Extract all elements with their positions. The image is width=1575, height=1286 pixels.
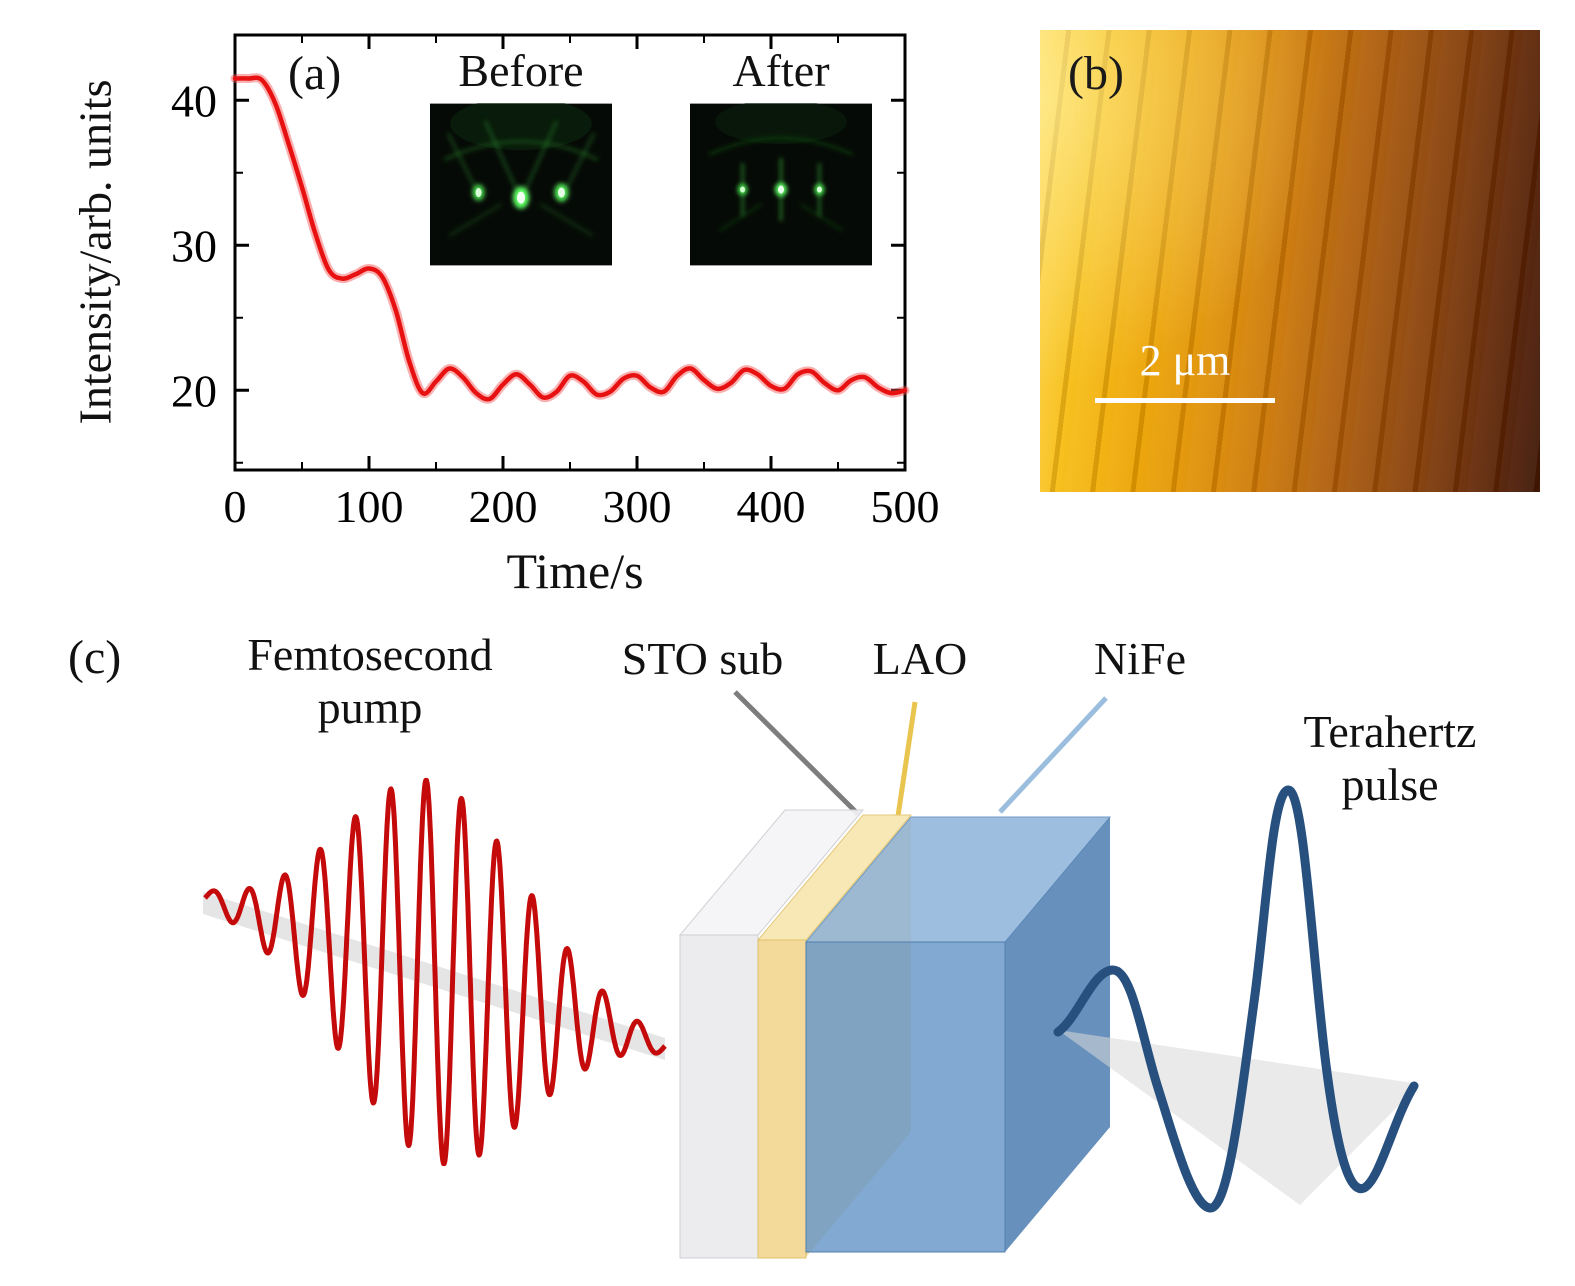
- x-axis-tick-label: 400: [737, 481, 806, 532]
- x-axis-tick-label: 500: [871, 481, 940, 532]
- rheed-after-image: [690, 103, 872, 266]
- inset-before-title: Before: [458, 45, 584, 96]
- y-axis-label: Intensity/arb. units: [69, 79, 121, 425]
- panel-b-label: (b): [1068, 47, 1124, 100]
- nife-label: NiFe: [1094, 633, 1186, 684]
- lao-label: LAO: [872, 633, 968, 684]
- nife-leader-line: [998, 696, 1108, 814]
- panel-b-afm-image: (b) 2 μm: [1040, 30, 1540, 492]
- thz-label-line1: Terahertz: [1303, 706, 1477, 757]
- sto-label: STO sub: [621, 633, 784, 684]
- x-axis-tick-label: 100: [335, 481, 404, 532]
- scale-bar-label: 2 μm: [1139, 336, 1231, 385]
- x-axis-label: Time/s: [506, 543, 644, 599]
- x-axis-tick-label: 300: [603, 481, 672, 532]
- rheed-after-pattern: [690, 103, 872, 266]
- rheed-before-pattern: [430, 103, 612, 266]
- pump-label-line2: pump: [317, 682, 423, 734]
- sto-slab-front: [679, 934, 759, 1259]
- lao-slab-front: [757, 939, 807, 1259]
- y-axis-tick-label: 30: [171, 220, 217, 271]
- rheed-intensity-curve: [232, 75, 908, 402]
- femtosecond-pump-wave: [203, 777, 667, 1167]
- x-axis-tick-label: 200: [469, 481, 538, 532]
- x-axis-tick-label: 0: [224, 481, 247, 532]
- pump-label-line1: Femtosecond: [247, 629, 493, 680]
- thz-label: Terahertz pulse: [1250, 705, 1530, 812]
- pump-wave-path: [203, 777, 667, 1167]
- schematic-drawing: [203, 690, 1420, 1259]
- rheed-intensity-chart: 0 100 200 300 400 500 20 30 40: [171, 33, 940, 532]
- nife-slab-front: [805, 941, 1006, 1253]
- scale-bar: [1095, 398, 1275, 403]
- rheed-before-image: [430, 103, 612, 266]
- lao-leader-line: [895, 701, 918, 817]
- panel-a-rheed-plot: 0 100 200 300 400 500 20 30 40 Intensity/arb. un…: [0, 0, 960, 620]
- y-axis-tick-label: 40: [171, 75, 217, 126]
- thz-label-line2: pulse: [1341, 759, 1439, 811]
- inset-after-title: After: [732, 45, 830, 96]
- terahertz-pulse-wave: [1053, 785, 1419, 1213]
- sto-leader-line: [733, 690, 860, 816]
- panel-c-schematic: (c) Femtosecond pump STO sub LAO NiFe Te…: [0, 620, 1575, 1286]
- y-axis-tick-label: 20: [171, 365, 217, 416]
- panel-c-label: (c): [68, 631, 122, 684]
- pump-label: Femtosecond pump: [205, 628, 535, 735]
- sample-stack: [678, 809, 1112, 1259]
- panel-a-label: (a): [288, 47, 342, 100]
